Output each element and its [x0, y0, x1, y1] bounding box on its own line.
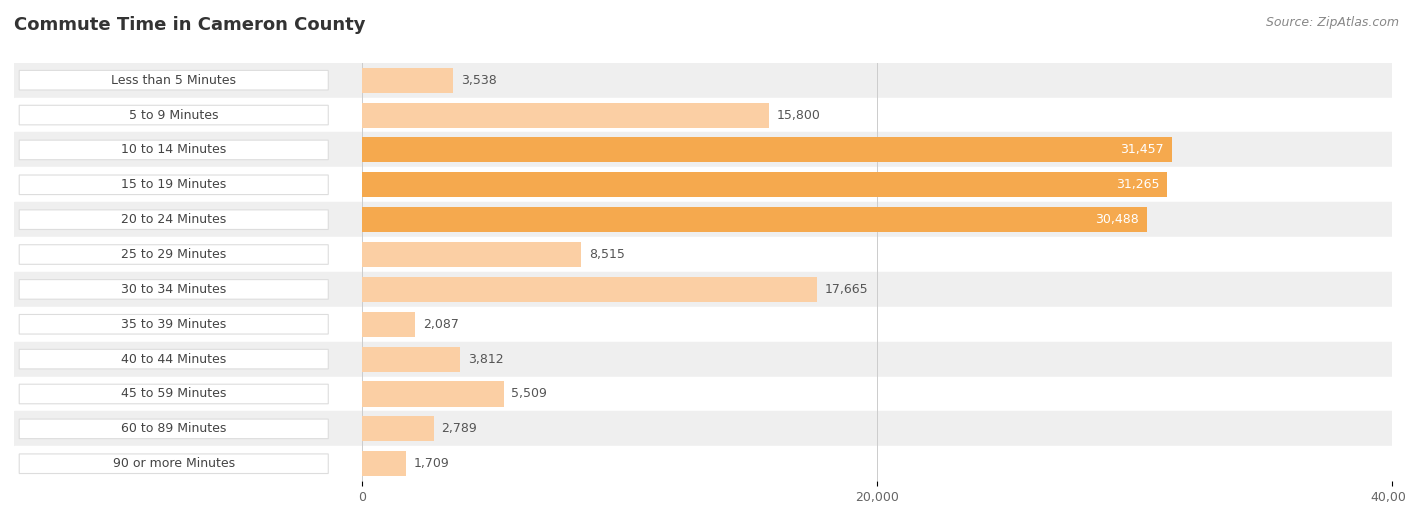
Bar — [14, 272, 1392, 307]
Text: Source: ZipAtlas.com: Source: ZipAtlas.com — [1265, 16, 1399, 29]
Bar — [361, 103, 769, 128]
Bar — [14, 132, 1392, 167]
Bar — [361, 451, 406, 476]
Bar — [14, 98, 1392, 132]
Text: 35 to 39 Minutes: 35 to 39 Minutes — [121, 318, 226, 331]
Text: 15 to 19 Minutes: 15 to 19 Minutes — [121, 178, 226, 191]
Text: 31,265: 31,265 — [1116, 178, 1159, 191]
Text: 40 to 44 Minutes: 40 to 44 Minutes — [121, 353, 226, 366]
Text: 25 to 29 Minutes: 25 to 29 Minutes — [121, 248, 226, 261]
FancyBboxPatch shape — [20, 140, 328, 160]
Text: 2,087: 2,087 — [423, 318, 460, 331]
FancyBboxPatch shape — [20, 175, 328, 195]
FancyBboxPatch shape — [20, 454, 328, 473]
Bar — [361, 242, 581, 267]
Bar — [361, 138, 1173, 163]
Bar — [14, 63, 1392, 98]
Text: 10 to 14 Minutes: 10 to 14 Minutes — [121, 143, 226, 156]
Text: Commute Time in Cameron County: Commute Time in Cameron County — [14, 16, 366, 33]
FancyBboxPatch shape — [20, 105, 328, 125]
Text: 2,789: 2,789 — [441, 423, 477, 435]
Text: 20 to 24 Minutes: 20 to 24 Minutes — [121, 213, 226, 226]
Text: 60 to 89 Minutes: 60 to 89 Minutes — [121, 423, 226, 435]
Bar — [14, 446, 1392, 481]
FancyBboxPatch shape — [20, 245, 328, 264]
FancyBboxPatch shape — [20, 349, 328, 369]
Text: 1,709: 1,709 — [413, 457, 450, 470]
Bar — [14, 167, 1392, 202]
Bar — [361, 416, 433, 441]
Text: 31,457: 31,457 — [1121, 143, 1164, 156]
Text: 3,538: 3,538 — [461, 74, 496, 87]
Text: 5 to 9 Minutes: 5 to 9 Minutes — [129, 109, 218, 121]
Bar — [361, 347, 460, 372]
FancyBboxPatch shape — [20, 384, 328, 404]
Text: 30,488: 30,488 — [1095, 213, 1139, 226]
Text: 90 or more Minutes: 90 or more Minutes — [112, 457, 235, 470]
Bar — [14, 412, 1392, 446]
Bar — [361, 67, 453, 93]
FancyBboxPatch shape — [20, 419, 328, 439]
Text: 15,800: 15,800 — [776, 109, 820, 121]
Bar — [14, 307, 1392, 342]
Bar — [361, 277, 817, 302]
FancyBboxPatch shape — [20, 71, 328, 90]
Text: Less than 5 Minutes: Less than 5 Minutes — [111, 74, 236, 87]
Bar — [14, 342, 1392, 377]
Text: 30 to 34 Minutes: 30 to 34 Minutes — [121, 283, 226, 296]
Bar — [361, 381, 503, 406]
Bar — [14, 237, 1392, 272]
Bar — [361, 207, 1147, 232]
FancyBboxPatch shape — [20, 314, 328, 334]
Bar — [14, 377, 1392, 412]
Bar — [361, 312, 416, 337]
Text: 3,812: 3,812 — [468, 353, 503, 366]
Text: 17,665: 17,665 — [824, 283, 868, 296]
Text: 5,509: 5,509 — [512, 388, 547, 401]
Text: 8,515: 8,515 — [589, 248, 624, 261]
Text: 45 to 59 Minutes: 45 to 59 Minutes — [121, 388, 226, 401]
FancyBboxPatch shape — [20, 210, 328, 230]
FancyBboxPatch shape — [20, 280, 328, 299]
Bar — [361, 172, 1167, 197]
Bar — [14, 202, 1392, 237]
